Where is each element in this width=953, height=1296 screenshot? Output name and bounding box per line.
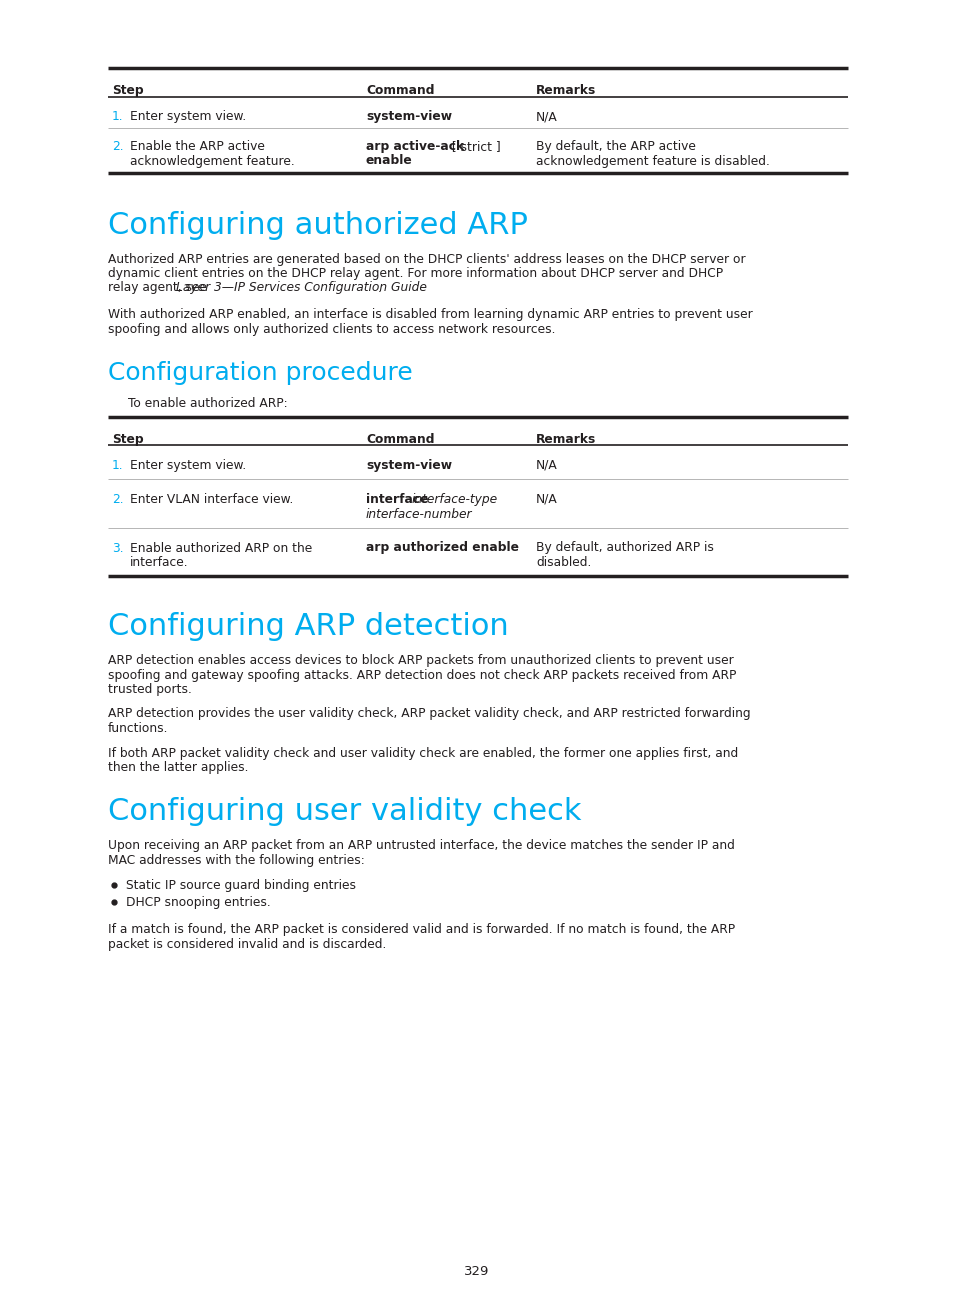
Text: Configuring user validity check: Configuring user validity check — [108, 797, 581, 827]
Text: interface.: interface. — [130, 556, 189, 569]
Text: 3.: 3. — [112, 542, 124, 555]
Text: 2.: 2. — [112, 140, 124, 153]
Text: Configuring authorized ARP: Configuring authorized ARP — [108, 210, 527, 240]
Text: Authorized ARP entries are generated based on the DHCP clients' address leases o: Authorized ARP entries are generated bas… — [108, 253, 745, 266]
Text: interface-type: interface-type — [412, 492, 497, 505]
Text: Step: Step — [112, 433, 144, 446]
Text: Enable the ARP active: Enable the ARP active — [130, 140, 265, 153]
Text: Upon receiving an ARP packet from an ARP untrusted interface, the device matches: Upon receiving an ARP packet from an ARP… — [108, 840, 734, 853]
Text: 2.: 2. — [112, 492, 124, 505]
Text: Configuring ARP detection: Configuring ARP detection — [108, 612, 508, 642]
Text: acknowledgement feature is disabled.: acknowledgement feature is disabled. — [536, 154, 769, 167]
Text: acknowledgement feature.: acknowledgement feature. — [130, 154, 294, 167]
Text: disabled.: disabled. — [536, 556, 591, 569]
Text: By default, the ARP active: By default, the ARP active — [536, 140, 695, 153]
Text: Layer 3—IP Services Configuration Guide: Layer 3—IP Services Configuration Guide — [175, 281, 426, 294]
Text: .: . — [377, 281, 381, 294]
Text: dynamic client entries on the DHCP relay agent. For more information about DHCP : dynamic client entries on the DHCP relay… — [108, 267, 722, 280]
Text: interface: interface — [366, 492, 433, 505]
Text: system-view: system-view — [366, 110, 452, 123]
Text: enable: enable — [366, 154, 413, 167]
Text: N/A: N/A — [536, 459, 558, 472]
Text: Command: Command — [366, 433, 434, 446]
Text: To enable authorized ARP:: To enable authorized ARP: — [128, 397, 287, 410]
Text: spoofing and allows only authorized clients to access network resources.: spoofing and allows only authorized clie… — [108, 323, 555, 336]
Text: With authorized ARP enabled, an interface is disabled from learning dynamic ARP : With authorized ARP enabled, an interfac… — [108, 308, 752, 321]
Text: trusted ports.: trusted ports. — [108, 683, 192, 696]
Text: Remarks: Remarks — [536, 84, 596, 97]
Text: DHCP snooping entries.: DHCP snooping entries. — [126, 896, 271, 908]
Text: Configuration procedure: Configuration procedure — [108, 362, 413, 385]
Text: N/A: N/A — [536, 110, 558, 123]
Text: arp active-ack: arp active-ack — [366, 140, 464, 153]
Text: Command: Command — [366, 84, 434, 97]
Text: 1.: 1. — [112, 110, 124, 123]
Text: arp authorized enable: arp authorized enable — [366, 542, 518, 555]
Text: relay agent, see: relay agent, see — [108, 281, 211, 294]
Text: interface-number: interface-number — [366, 508, 472, 521]
Text: Remarks: Remarks — [536, 433, 596, 446]
Text: If both ARP packet validity check and user validity check are enabled, the forme: If both ARP packet validity check and us… — [108, 746, 738, 759]
Text: [ strict ]: [ strict ] — [448, 140, 500, 153]
Text: By default, authorized ARP is: By default, authorized ARP is — [536, 542, 713, 555]
Text: Step: Step — [112, 84, 144, 97]
Text: Static IP source guard binding entries: Static IP source guard binding entries — [126, 879, 355, 892]
Text: MAC addresses with the following entries:: MAC addresses with the following entries… — [108, 854, 364, 867]
Text: Enter system view.: Enter system view. — [130, 459, 246, 472]
Text: system-view: system-view — [366, 459, 452, 472]
Text: Enter VLAN interface view.: Enter VLAN interface view. — [130, 492, 294, 505]
Text: Enable authorized ARP on the: Enable authorized ARP on the — [130, 542, 312, 555]
Text: spoofing and gateway spoofing attacks. ARP detection does not check ARP packets : spoofing and gateway spoofing attacks. A… — [108, 669, 736, 682]
Text: packet is considered invalid and is discarded.: packet is considered invalid and is disc… — [108, 938, 386, 951]
Text: functions.: functions. — [108, 722, 169, 735]
Text: 329: 329 — [464, 1265, 489, 1278]
Text: then the latter applies.: then the latter applies. — [108, 761, 248, 774]
Text: ARP detection provides the user validity check, ARP packet validity check, and A: ARP detection provides the user validity… — [108, 708, 750, 721]
Text: If a match is found, the ARP packet is considered valid and is forwarded. If no : If a match is found, the ARP packet is c… — [108, 924, 735, 937]
Text: Enter system view.: Enter system view. — [130, 110, 246, 123]
Text: ARP detection enables access devices to block ARP packets from unauthorized clie: ARP detection enables access devices to … — [108, 654, 733, 667]
Text: 1.: 1. — [112, 459, 124, 472]
Text: N/A: N/A — [536, 492, 558, 505]
